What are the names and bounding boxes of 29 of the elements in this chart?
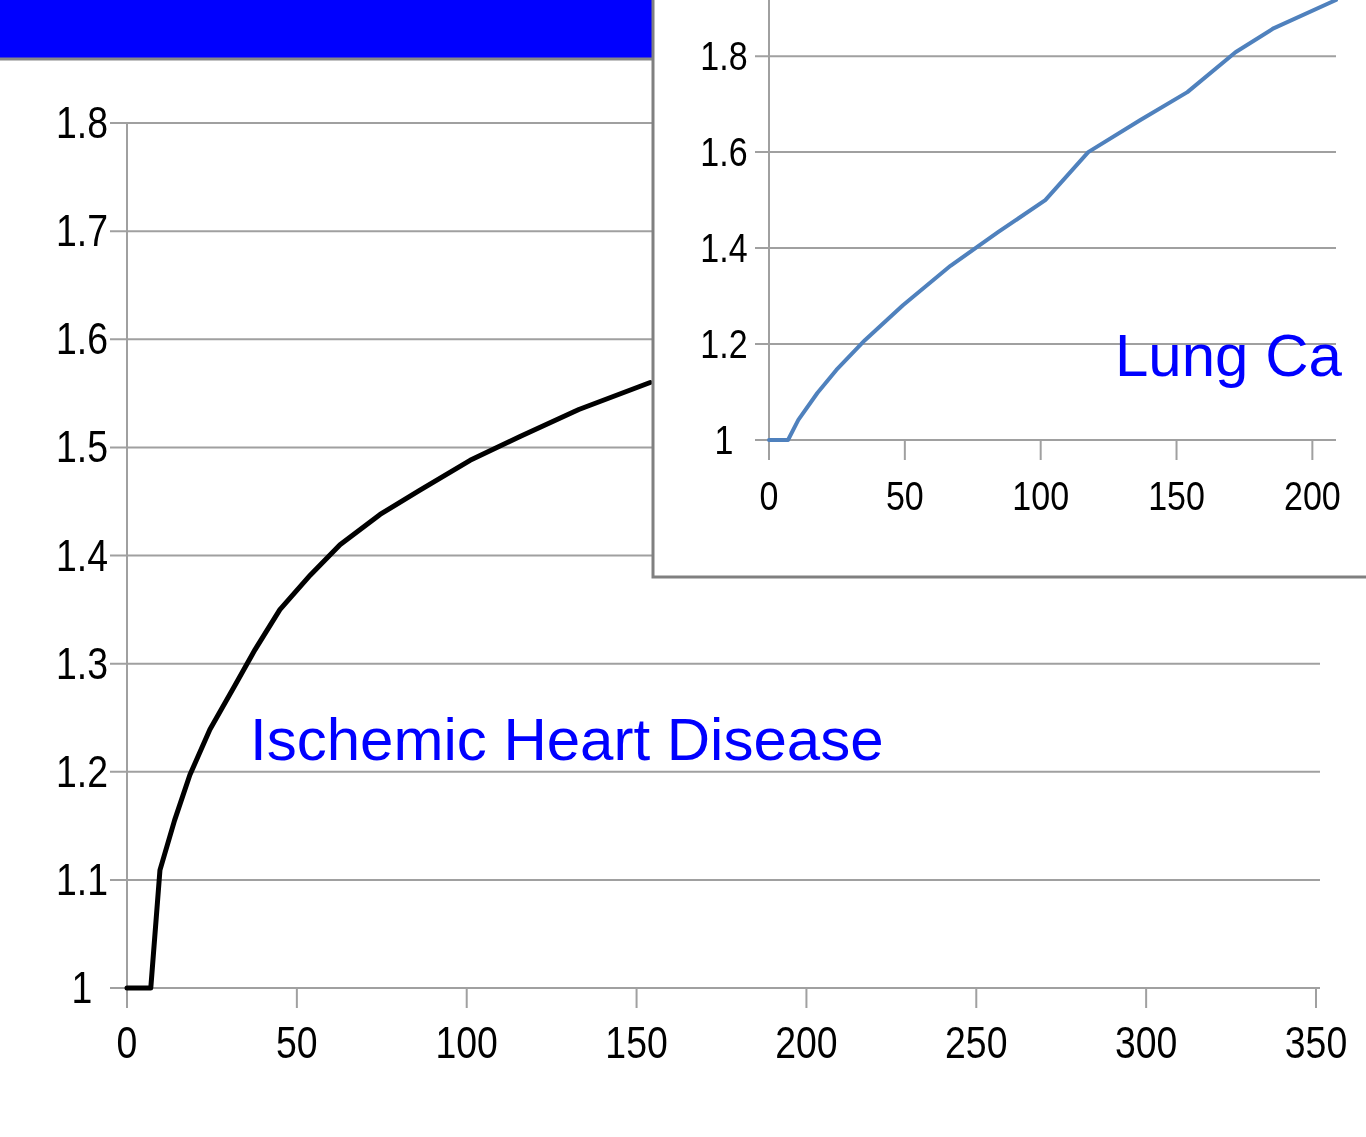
x-tick-label: 0: [116, 1018, 138, 1068]
y-tick-label: 1.2: [700, 321, 748, 367]
y-tick-label: 1.6: [56, 314, 108, 365]
x-tick-label: 150: [1148, 473, 1205, 519]
annotation: Ischemic Heart Disease: [250, 706, 884, 773]
x-tick-label: 50: [885, 473, 924, 519]
y-tick-label: 1: [714, 417, 734, 463]
y-tick-label: 1: [71, 963, 93, 1013]
annotation: Lung Ca: [1115, 322, 1343, 389]
y-tick-label: 1.2: [56, 746, 108, 797]
y-tick-label: 1.1: [56, 855, 108, 905]
y-tick-label: 1.4: [700, 225, 748, 271]
y-tick-label: 1.5: [56, 422, 108, 473]
x-tick-label: 250: [945, 1018, 1008, 1068]
y-tick-label: 1.8: [56, 98, 108, 148]
y-tick-label: 1.4: [56, 530, 108, 581]
y-tick-label: 1.7: [56, 206, 108, 256]
x-tick-label: 200: [775, 1018, 838, 1068]
x-tick-label: 0: [759, 473, 779, 519]
x-tick-label: 100: [435, 1018, 498, 1068]
x-tick-label: 200: [1284, 473, 1341, 519]
x-tick-label: 150: [605, 1018, 668, 1068]
y-tick-label: 1.8: [700, 33, 748, 79]
x-tick-label: 350: [1284, 1018, 1348, 1068]
x-tick-label: 50: [276, 1018, 318, 1068]
x-tick-label: 100: [1012, 473, 1070, 519]
y-tick-label: 1.6: [700, 129, 748, 175]
y-tick-label: 1.3: [56, 638, 108, 689]
x-tick-label: 300: [1114, 1018, 1178, 1068]
